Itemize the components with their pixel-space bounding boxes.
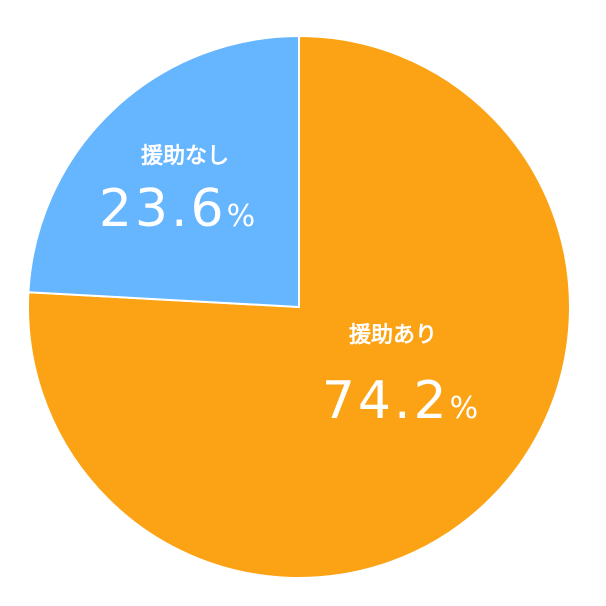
slice-label-1-value-group: 23.6%: [99, 179, 255, 239]
slice-label-1-name: 援助なし: [141, 144, 229, 169]
pie-slice-0: [26, 34, 571, 579]
slice-label-1-value: 23.6: [99, 179, 227, 239]
slices-layer: [26, 34, 571, 579]
slice-label-0-value-group: 74.2%: [322, 371, 478, 431]
slice-label-0-name: 援助あり: [349, 323, 437, 348]
slice-label-0-unit: %: [450, 391, 479, 426]
pie-slice-1: [27, 34, 300, 309]
slice-label-0-value: 74.2: [322, 371, 450, 431]
slice-label-1-unit: %: [227, 199, 256, 234]
